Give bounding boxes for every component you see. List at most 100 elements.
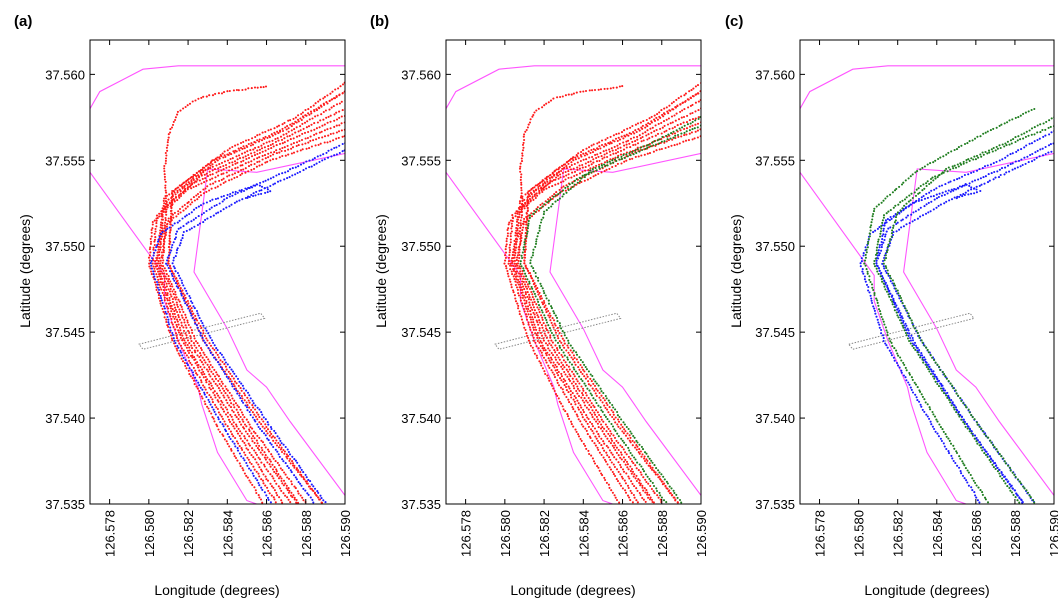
red-track-point <box>598 159 601 162</box>
red-track-point <box>623 134 626 137</box>
blue-track-point <box>218 202 221 205</box>
green-track-point <box>538 224 541 227</box>
blue-track-point <box>156 283 159 286</box>
blue-track-point <box>248 467 251 470</box>
red-track-point <box>634 464 637 467</box>
red-track-point <box>524 296 527 299</box>
red-track-point <box>599 399 602 402</box>
red-track-point <box>189 176 192 180</box>
green-track-point <box>696 126 699 129</box>
red-track-point <box>243 416 246 419</box>
red-track-point <box>574 410 577 413</box>
red-track-point <box>522 135 525 138</box>
red-track-point <box>694 110 697 113</box>
red-track-point <box>174 193 177 196</box>
red-track-point <box>163 170 166 173</box>
red-track-point <box>209 167 212 170</box>
green-track-point <box>558 197 561 200</box>
blue-track-point <box>865 283 869 286</box>
red-track-point <box>164 184 167 187</box>
blue-track-point <box>169 329 172 332</box>
red-track-point <box>513 243 516 246</box>
red-track-point <box>595 409 598 412</box>
red-track-point <box>549 314 552 317</box>
blue-track-point <box>988 179 991 182</box>
red-track-point <box>250 437 253 440</box>
red-track-point <box>226 401 229 404</box>
plot-frame <box>445 39 702 505</box>
red-track-point <box>176 303 179 306</box>
red-track-point <box>283 452 286 455</box>
green-track-point <box>672 130 675 133</box>
red-track-point <box>219 359 222 362</box>
green-track-point <box>567 342 570 345</box>
red-track-point <box>173 200 176 203</box>
red-track-point <box>158 212 161 215</box>
red-track-point <box>223 154 226 157</box>
red-track-point <box>240 423 243 426</box>
red-track-point <box>603 458 607 461</box>
red-track-point <box>671 494 674 497</box>
red-track-point <box>313 128 316 131</box>
green-track-point <box>532 212 535 215</box>
red-track-point <box>283 141 286 144</box>
red-track-point <box>595 156 598 160</box>
red-track-point <box>329 92 332 95</box>
red-track-point <box>158 257 161 260</box>
red-track-point <box>193 199 196 202</box>
red-track-point <box>629 441 632 444</box>
green-track-point <box>540 218 543 221</box>
red-track-point <box>272 153 275 156</box>
red-track-point <box>633 473 636 476</box>
red-track-point <box>167 262 170 265</box>
red-track-point <box>523 288 526 291</box>
green-track-point <box>614 408 617 411</box>
red-track-point <box>222 403 225 407</box>
red-track-point <box>188 342 191 345</box>
red-track-point <box>603 169 606 173</box>
red-track-point <box>319 119 322 122</box>
red-track-point <box>223 363 226 366</box>
red-track-point <box>178 342 181 345</box>
red-track-point <box>626 127 629 130</box>
red-track-point <box>593 389 596 392</box>
red-track-point <box>322 110 325 114</box>
blue-track-point <box>910 213 913 216</box>
red-track-point <box>234 436 237 440</box>
red-track-point <box>160 264 163 267</box>
green-track-point <box>689 122 692 125</box>
red-track-point <box>614 474 617 478</box>
green-track-point <box>607 399 610 402</box>
red-track-point <box>188 102 192 105</box>
red-track-point <box>555 176 558 179</box>
red-track-point <box>658 111 661 114</box>
blue-track-point <box>216 349 219 352</box>
blue-track-point <box>942 442 945 445</box>
green-track-point <box>638 150 641 153</box>
red-track-point <box>247 442 250 445</box>
red-track-point <box>273 498 276 501</box>
blue-track-point <box>882 241 885 244</box>
red-track-point <box>184 344 187 347</box>
red-track-point <box>220 380 223 383</box>
red-track-point <box>536 290 539 293</box>
red-track-point <box>538 336 541 339</box>
red-track-point <box>527 269 530 273</box>
red-track-point <box>529 118 532 121</box>
red-track-point <box>233 172 237 175</box>
blue-track-point <box>968 184 971 187</box>
red-track-point <box>641 135 644 139</box>
red-track-point <box>691 103 694 106</box>
red-track-point <box>629 499 632 502</box>
red-track-point <box>257 146 260 149</box>
red-track-point <box>238 462 241 465</box>
red-track-point <box>213 394 216 397</box>
blue-track-point <box>917 208 920 211</box>
blue-track-point <box>1026 155 1029 158</box>
red-track-point <box>231 163 234 167</box>
red-track-point <box>537 187 540 190</box>
red-track-point <box>320 113 323 116</box>
red-track-point <box>153 281 157 284</box>
red-track-point <box>552 361 555 364</box>
red-track-point <box>685 121 689 124</box>
